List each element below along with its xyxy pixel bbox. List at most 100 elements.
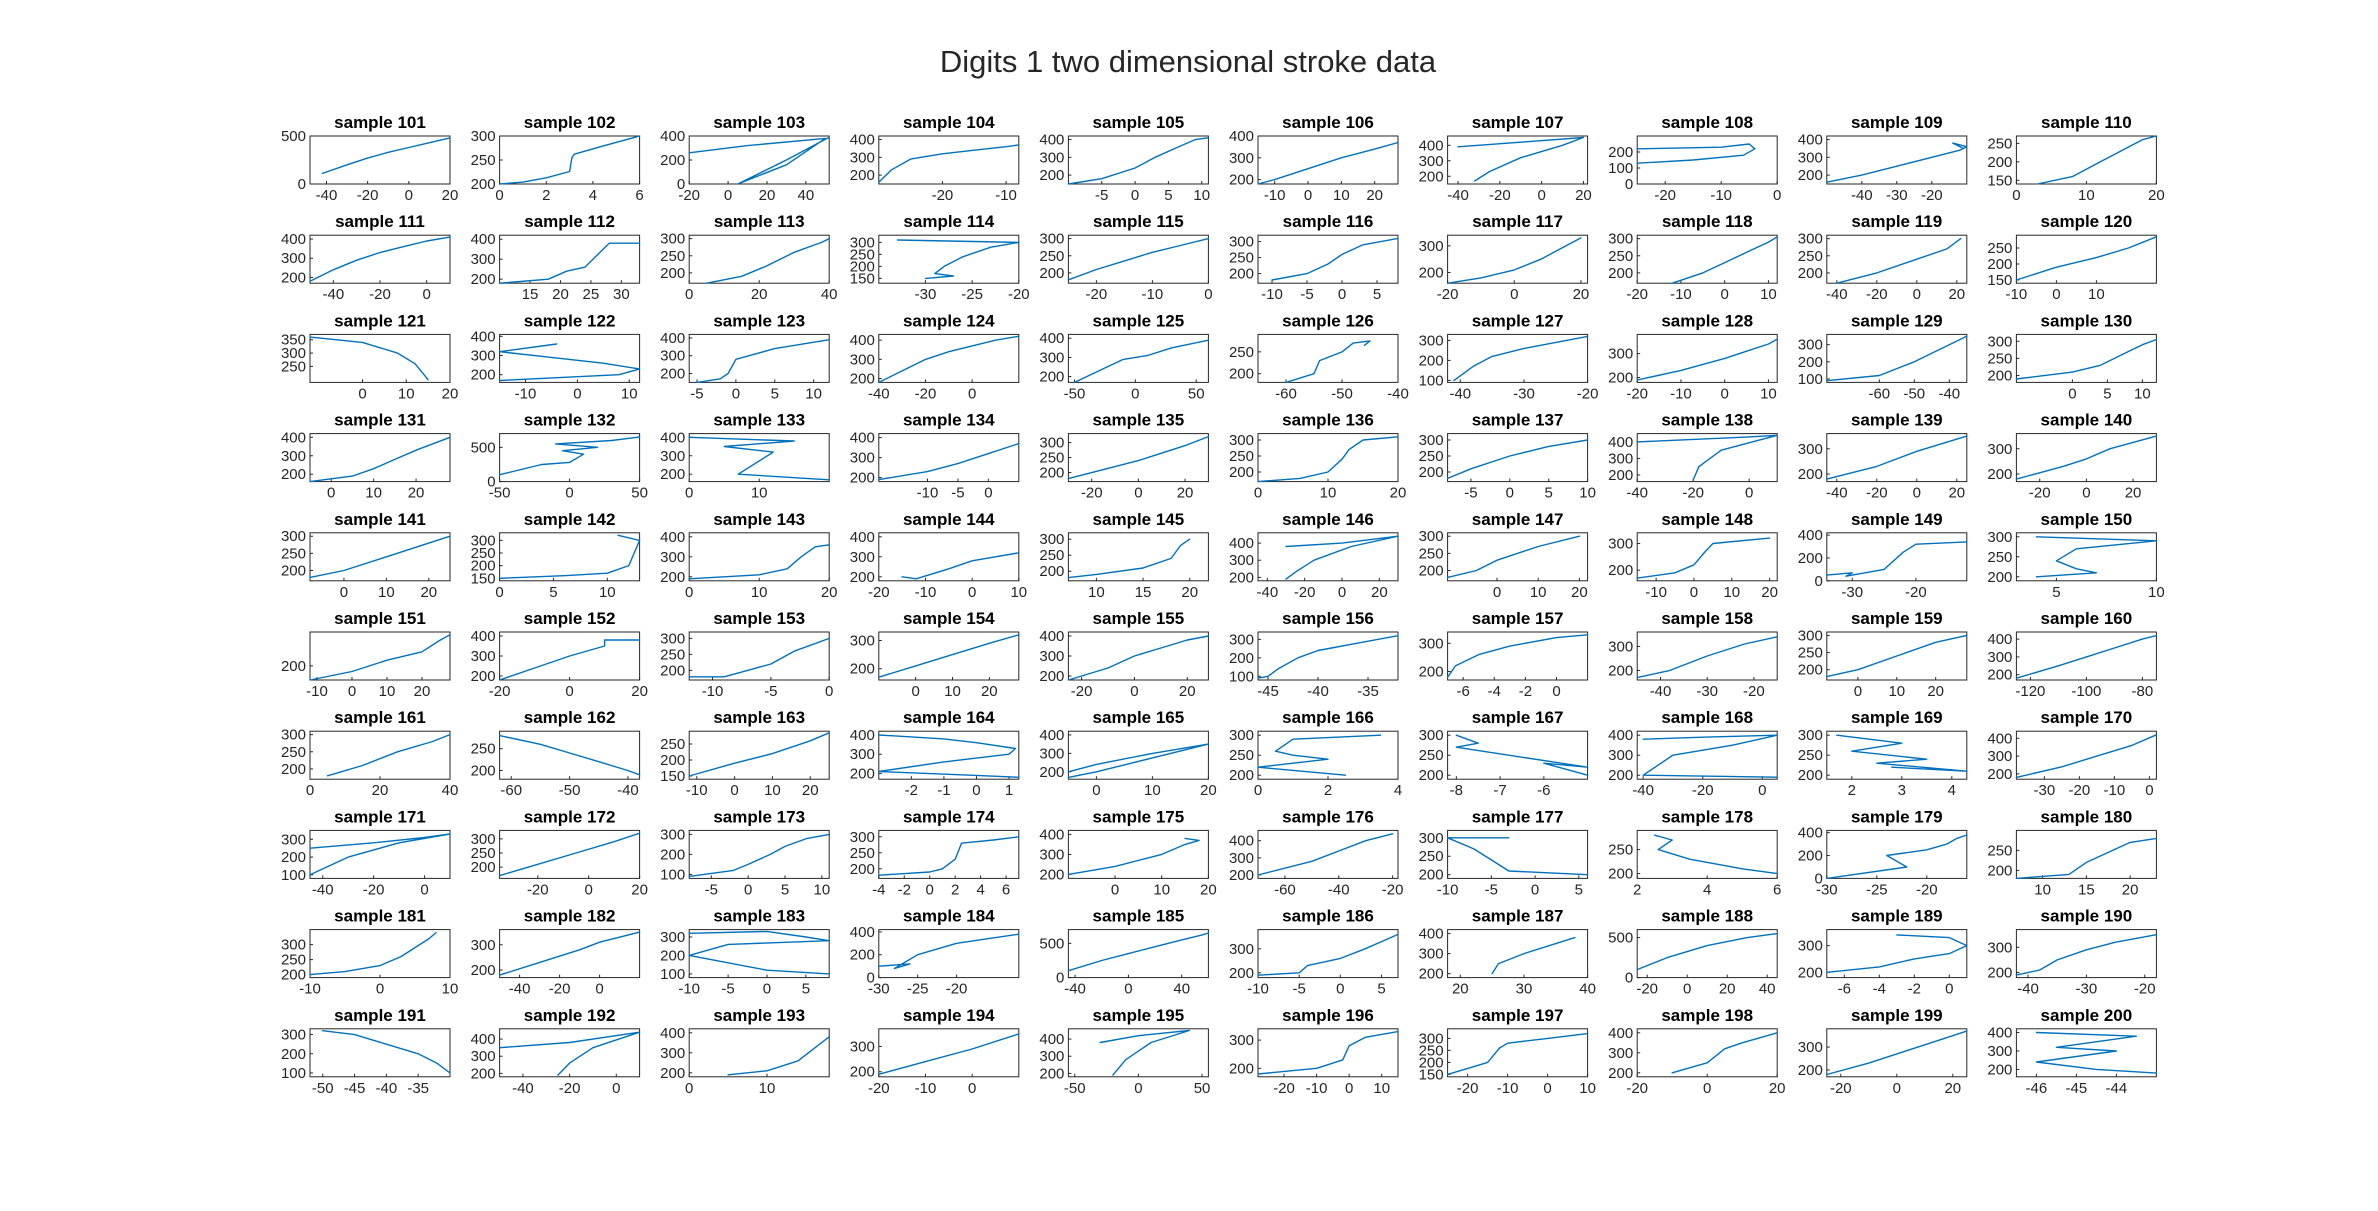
y-tick-label: 250 xyxy=(660,646,685,663)
y-tick-label: 300 xyxy=(850,632,875,649)
subplot-title: sample 196 xyxy=(1282,1006,1374,1025)
y-tick-label: 300 xyxy=(1608,450,1633,467)
stroke-line xyxy=(696,339,830,384)
stroke-line xyxy=(1636,434,1778,481)
y-tick-label: 200 xyxy=(281,658,306,675)
y-tick-label: 300 xyxy=(281,831,306,848)
x-tick-label: 0 xyxy=(1130,683,1138,700)
x-tick-label: -40 xyxy=(1449,385,1471,402)
y-tick-label: 300 xyxy=(660,826,685,843)
x-tick-label: 0 xyxy=(495,187,503,204)
y-tick-label: 200 xyxy=(471,962,496,979)
x-tick-label: -10 xyxy=(299,981,321,998)
y-tick-label: 200 xyxy=(1229,464,1254,481)
subplot-title: sample 166 xyxy=(1282,708,1374,727)
stroke-line xyxy=(1671,1032,1778,1074)
y-tick-label: 300 xyxy=(1608,1045,1633,1062)
x-tick-label: 20 xyxy=(1181,584,1198,601)
x-tick-label: -20 xyxy=(549,981,571,998)
x-tick-label: -5 xyxy=(764,683,777,700)
y-tick-label: 300 xyxy=(660,348,685,365)
y-tick-label: 150 xyxy=(850,270,875,287)
x-tick-label: -40 xyxy=(376,1080,398,1097)
axes-box xyxy=(1447,333,1589,383)
x-tick-label: -6 xyxy=(1456,683,1469,700)
axes-box xyxy=(1826,234,1968,284)
stroke-line xyxy=(1453,335,1589,382)
x-tick-label: 20 xyxy=(1177,485,1194,502)
y-tick-label: 250 xyxy=(471,741,496,758)
axes-box xyxy=(1447,234,1589,284)
axes-box xyxy=(688,135,830,185)
x-tick-label: -40 xyxy=(316,187,338,204)
x-tick-label: 10 xyxy=(378,584,395,601)
axes-box xyxy=(1636,234,1778,284)
axes-box xyxy=(688,333,830,383)
x-tick-label: -5 xyxy=(690,385,703,402)
x-tick-label: 40 xyxy=(1173,981,1190,998)
y-tick-label: 200 xyxy=(1987,965,2012,982)
subplot: sample 167 -8 -7 -6 200 250 300 xyxy=(1419,708,1589,799)
y-tick-label: 200 xyxy=(1798,848,1823,865)
x-tick-label: 20 xyxy=(1761,584,1778,601)
y-tick-label: 300 xyxy=(1419,635,1444,652)
y-tick-label: 300 xyxy=(281,727,306,744)
x-tick-label: 10 xyxy=(379,683,396,700)
subplot-title: sample 120 xyxy=(2041,212,2133,231)
x-tick-label: -5 xyxy=(1485,881,1498,898)
y-tick-label: 300 xyxy=(1419,727,1444,744)
stroke-line xyxy=(1257,734,1382,776)
y-tick-label: 200 xyxy=(1419,563,1444,580)
subplot-title: sample 163 xyxy=(713,708,805,727)
x-tick-label: -20 xyxy=(1905,584,1927,601)
axes-box xyxy=(2015,829,2157,879)
x-tick-label: -4 xyxy=(872,881,885,898)
x-tick-label: 0 xyxy=(2068,385,2076,402)
x-tick-label: -8 xyxy=(1450,782,1463,799)
x-tick-label: 0 xyxy=(972,782,980,799)
subplot: sample 148 -10 0 10 20 200 300 xyxy=(1608,510,1778,601)
x-tick-label: -10 xyxy=(702,683,724,700)
y-tick-label: 200 xyxy=(1798,265,1823,282)
x-tick-label: -10 xyxy=(915,1080,937,1097)
x-tick-label: 0 xyxy=(348,683,356,700)
subplot-title: sample 113 xyxy=(714,212,805,231)
x-tick-label: 10 xyxy=(621,385,638,402)
axes-box xyxy=(499,1028,641,1078)
x-tick-label: 0 xyxy=(1683,981,1691,998)
x-tick-label: -20 xyxy=(1654,187,1676,204)
axes-box xyxy=(1826,1028,1968,1078)
axes-box xyxy=(688,433,830,483)
x-tick-label: 10 xyxy=(2078,187,2095,204)
stroke-line xyxy=(498,343,641,382)
stroke-line xyxy=(2036,135,2158,185)
stroke-line xyxy=(878,442,1020,481)
y-tick-label: 500 xyxy=(471,439,496,456)
stroke-line xyxy=(1285,340,1371,384)
x-tick-label: 20 xyxy=(1575,187,1592,204)
subplot-title: sample 158 xyxy=(1661,609,1753,628)
y-tick-label: 200 xyxy=(1798,1062,1823,1079)
subplot: sample 175 0 10 20 200 300 400 xyxy=(1039,807,1216,898)
stroke-line xyxy=(1636,143,1756,164)
stroke-line xyxy=(1826,1030,1968,1076)
y-tick-label: 200 xyxy=(471,668,496,685)
subplot-title: sample 129 xyxy=(1851,311,1943,330)
x-tick-label: 0 xyxy=(2145,782,2153,799)
y-tick-label: 200 xyxy=(850,765,875,782)
axes-box xyxy=(1826,135,1968,185)
x-tick-label: 10 xyxy=(1723,584,1740,601)
subplot-title: sample 179 xyxy=(1851,807,1943,826)
x-tick-label: 20 xyxy=(2148,187,2165,204)
x-tick-label: -20 xyxy=(1081,485,1103,502)
x-tick-label: -30 xyxy=(1513,385,1535,402)
y-tick-label: 300 xyxy=(281,528,306,545)
y-tick-label: 200 xyxy=(471,271,496,288)
y-tick-label: 300 xyxy=(1608,747,1633,764)
stroke-line xyxy=(1099,1029,1191,1076)
x-tick-label: -50 xyxy=(489,485,511,502)
